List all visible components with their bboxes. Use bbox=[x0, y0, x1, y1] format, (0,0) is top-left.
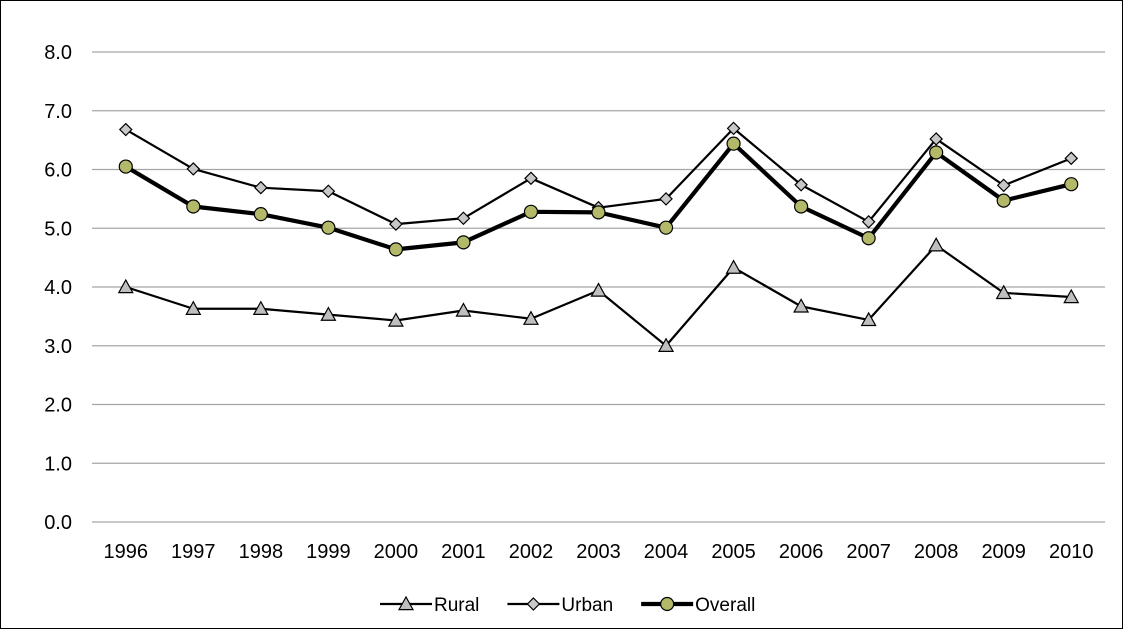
data-point-overall bbox=[861, 231, 876, 246]
legend-entry-overall: Overall bbox=[641, 595, 755, 616]
data-point-urban bbox=[186, 162, 201, 176]
data-point-overall bbox=[1064, 177, 1079, 192]
data-point-rural bbox=[185, 300, 202, 315]
x-tick-label: 2010 bbox=[1049, 541, 1094, 563]
y-tick-label: 3.0 bbox=[44, 336, 72, 358]
data-point-urban bbox=[794, 177, 808, 192]
data-point-urban bbox=[726, 121, 741, 136]
data-point-rural bbox=[320, 306, 337, 321]
legend-entry-rural: Rural bbox=[380, 595, 479, 616]
data-point-overall bbox=[456, 235, 471, 250]
data-point-overall bbox=[118, 159, 133, 174]
data-point-urban bbox=[253, 180, 268, 195]
y-tick-label: 5.0 bbox=[44, 218, 72, 240]
x-tick-label: 2000 bbox=[374, 541, 419, 563]
y-tick-label: 7.0 bbox=[44, 101, 72, 123]
data-point-overall bbox=[321, 220, 336, 235]
data-point-overall bbox=[186, 199, 201, 214]
y-tick-label: 4.0 bbox=[44, 277, 72, 299]
series-line-overall bbox=[124, 141, 1072, 252]
data-point-overall bbox=[658, 220, 674, 235]
data-point-rural bbox=[928, 237, 945, 252]
data-point-urban bbox=[118, 122, 133, 137]
data-point-urban bbox=[456, 211, 471, 226]
data-point-urban bbox=[389, 217, 403, 231]
x-tick-label: 2007 bbox=[846, 541, 891, 563]
x-tick-label: 1996 bbox=[104, 541, 149, 563]
data-point-rural bbox=[860, 311, 877, 327]
legend-entry-urban: Urban bbox=[507, 595, 613, 616]
series-overall bbox=[118, 136, 1079, 257]
data-point-overall bbox=[793, 199, 809, 214]
data-point-rural bbox=[252, 300, 269, 315]
y-tick-label: 0.0 bbox=[44, 512, 72, 534]
x-tick-label: 2003 bbox=[576, 541, 621, 563]
x-axis-ticks: 1996 1997 1998 1999 2000 2001 2002 2003 2004 2005… bbox=[104, 541, 1094, 563]
data-point-rural bbox=[522, 310, 539, 325]
legend-label: Urban bbox=[561, 595, 613, 616]
data-point-urban bbox=[524, 171, 538, 186]
x-tick-label: 1999 bbox=[306, 541, 351, 563]
x-tick-label: 2009 bbox=[981, 541, 1026, 563]
data-point-overall bbox=[591, 205, 606, 220]
data-point-urban bbox=[1064, 151, 1079, 166]
y-tick-label: 6.0 bbox=[44, 160, 72, 182]
data-point-rural bbox=[1063, 288, 1080, 304]
data-point-overall bbox=[523, 204, 539, 219]
x-tick-label: 2006 bbox=[779, 541, 824, 563]
data-point-overall bbox=[726, 136, 741, 151]
data-point-rural bbox=[995, 284, 1012, 300]
x-tick-label: 2008 bbox=[914, 541, 959, 563]
x-tick-label: 2004 bbox=[644, 541, 689, 563]
data-point-rural bbox=[455, 302, 472, 317]
data-point-rural bbox=[117, 278, 134, 294]
data-point-overall bbox=[388, 242, 403, 257]
data-point-urban bbox=[929, 132, 944, 146]
data-point-overall bbox=[929, 145, 944, 160]
x-tick-label: 2001 bbox=[441, 541, 486, 563]
data-point-rural bbox=[793, 298, 810, 313]
y-axis-ticks: 0.0 1.0 2.0 3.0 4.0 5.0 6.0 7.0 8.0 bbox=[44, 42, 72, 534]
x-tick-label: 2002 bbox=[509, 541, 554, 563]
x-tick-label: 2005 bbox=[711, 541, 756, 563]
y-tick-label: 8.0 bbox=[44, 42, 72, 64]
data-point-urban bbox=[321, 184, 336, 199]
data-point-overall bbox=[996, 193, 1011, 208]
x-tick-label: 1997 bbox=[171, 541, 216, 563]
legend-label: Overall bbox=[695, 595, 755, 616]
series-rural bbox=[117, 237, 1080, 352]
data-point-urban bbox=[659, 192, 673, 206]
legend: Rural Urban Overall bbox=[380, 595, 755, 616]
legend-label: Rural bbox=[434, 595, 479, 616]
data-point-rural bbox=[590, 282, 607, 297]
gridlines bbox=[92, 51, 1105, 523]
data-point-rural bbox=[387, 312, 404, 327]
legend-marker bbox=[660, 596, 675, 612]
data-point-urban bbox=[861, 214, 876, 229]
x-tick-label: 1998 bbox=[239, 541, 284, 563]
y-tick-label: 1.0 bbox=[44, 453, 72, 475]
data-point-rural bbox=[658, 337, 675, 352]
data-point-overall bbox=[253, 207, 268, 222]
series-layer bbox=[117, 121, 1080, 352]
data-point-rural bbox=[725, 259, 742, 274]
data-point-urban bbox=[996, 178, 1011, 193]
legend-marker bbox=[397, 595, 415, 611]
y-tick-label: 2.0 bbox=[44, 395, 72, 417]
legend-marker bbox=[526, 597, 541, 611]
